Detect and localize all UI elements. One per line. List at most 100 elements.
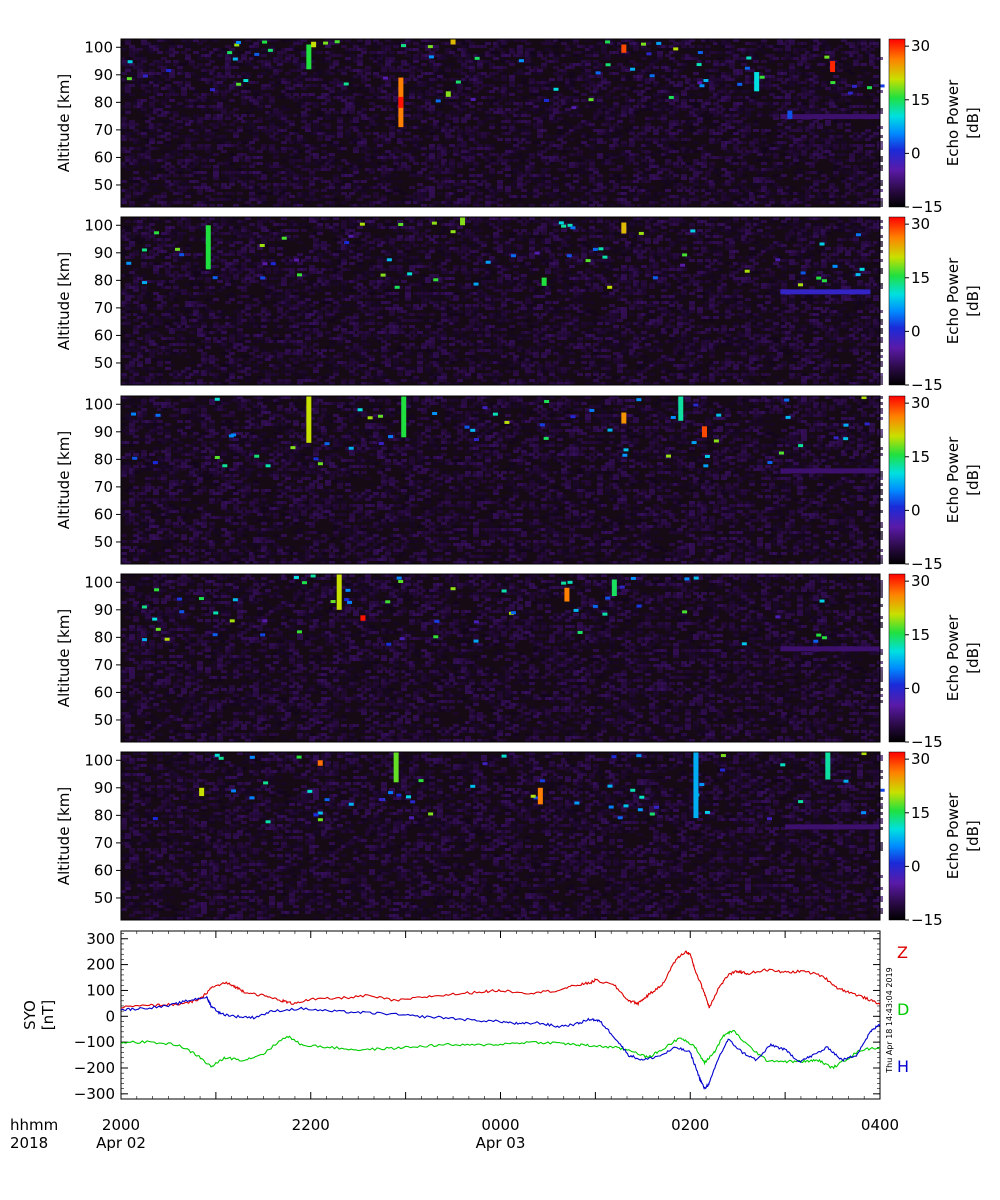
echo-speck xyxy=(281,236,287,240)
echo-speck xyxy=(821,279,827,283)
echo-column xyxy=(401,396,407,438)
echo-panel-1: 50 60 70 80 90 100 Altitude [km] 30 15 0 −15 Echo P… xyxy=(55,37,982,216)
echo-speck xyxy=(177,597,183,601)
echo-speck xyxy=(608,805,614,809)
echo-speck xyxy=(270,262,276,266)
echo-speck xyxy=(324,798,330,802)
echo-speck xyxy=(166,69,172,73)
echo-layer xyxy=(780,646,880,652)
altitude-axis-label: Altitude [km] xyxy=(55,609,73,707)
echo-speck xyxy=(141,248,147,252)
echo-speck xyxy=(567,223,573,227)
echo-column xyxy=(317,760,323,766)
echo-speck xyxy=(697,51,703,55)
echo-speck xyxy=(243,79,249,83)
colorbar-tick-label: −15 xyxy=(911,555,943,573)
echo-speck xyxy=(696,63,702,67)
echo-speck xyxy=(577,630,583,634)
colorbar-tick-label: 0 xyxy=(911,679,921,697)
echo-speck xyxy=(433,635,439,639)
mag-y-tick-label: 300 xyxy=(86,930,115,948)
echo-speck xyxy=(396,793,402,797)
y-tick-label: 80 xyxy=(94,271,113,289)
echo-speck xyxy=(693,403,699,407)
echo-speck xyxy=(388,791,394,795)
echo-column xyxy=(621,412,627,424)
echo-speck xyxy=(851,84,857,88)
echo-speck xyxy=(152,461,158,465)
y-tick-label: 60 xyxy=(94,861,113,879)
time-tick-label: 0400 xyxy=(861,1116,899,1134)
echo-speck xyxy=(431,221,437,225)
echo-speck xyxy=(574,801,580,805)
echo-column xyxy=(306,396,312,443)
mag-y-tick-label: 200 xyxy=(86,956,115,974)
echo-speck xyxy=(254,454,260,458)
echo-speck xyxy=(432,412,438,416)
echo-speck xyxy=(571,106,577,110)
colorbar-tick-label: 30 xyxy=(911,750,930,768)
echo-speck xyxy=(703,78,709,82)
echo-speck xyxy=(588,98,594,102)
noise-speckle xyxy=(121,217,883,385)
y-tick-label: 60 xyxy=(94,683,113,701)
colorbar-tick-label: −15 xyxy=(911,733,943,751)
echo-speck xyxy=(398,579,404,583)
y-tick-label: 70 xyxy=(94,656,113,674)
echo-speck xyxy=(867,86,873,90)
echo-speck xyxy=(619,585,625,589)
echo-speck xyxy=(301,581,307,585)
echo-panel-4: 50 60 70 80 90 100 Altitude [km] 30 15 0 −15 Echo P… xyxy=(55,572,982,751)
echo-speck xyxy=(617,816,623,820)
echo-speck xyxy=(428,812,434,816)
echo-speck xyxy=(682,253,688,257)
echo-layer xyxy=(780,289,871,295)
echo-speck xyxy=(780,763,786,767)
colorbar-label: Echo Power xyxy=(944,614,962,701)
echo-column xyxy=(445,91,451,97)
echo-speck xyxy=(179,253,185,257)
echo-speck xyxy=(879,84,885,88)
echo-speck xyxy=(605,63,611,67)
colorbar-tick-label: 30 xyxy=(911,215,930,233)
echo-speck xyxy=(553,87,559,91)
echo-speck xyxy=(737,82,743,86)
noise-speckle xyxy=(121,752,883,920)
echo-speck xyxy=(213,611,219,615)
colorbar-tick-label: −15 xyxy=(911,376,943,394)
echo-speck xyxy=(324,442,330,446)
echo-speck xyxy=(543,436,549,440)
echo-speck xyxy=(317,818,323,822)
y-tick-label: 90 xyxy=(94,423,113,441)
y-tick-label: 50 xyxy=(94,176,113,194)
echo-column xyxy=(311,41,317,48)
echo-speck xyxy=(654,805,660,809)
echo-speck xyxy=(359,222,365,226)
y-tick-label: 70 xyxy=(94,121,113,139)
echo-speck xyxy=(209,88,215,92)
echo-speck xyxy=(630,576,636,580)
colorbar-gradient xyxy=(888,38,906,208)
echo-column xyxy=(787,110,793,119)
echo-speck xyxy=(501,589,507,593)
echo-speck xyxy=(656,41,662,45)
colorbar-tick-label: 15 xyxy=(911,269,930,287)
echo-speck xyxy=(699,783,705,787)
echo-speck xyxy=(630,788,636,792)
echo-speck xyxy=(630,67,636,71)
echo-speck xyxy=(330,600,336,604)
echo-speck xyxy=(343,82,349,86)
echo-speck xyxy=(348,802,354,806)
echo-speck xyxy=(585,259,591,263)
echo-speck xyxy=(357,408,363,412)
echo-speck xyxy=(396,576,402,580)
echo-column xyxy=(360,615,366,621)
y-tick-label: 60 xyxy=(94,148,113,166)
echo-speck xyxy=(666,454,672,458)
echo-speck xyxy=(567,580,573,584)
colorbar-units: [dB] xyxy=(964,285,982,317)
echo-speck xyxy=(566,254,572,258)
echo-speck xyxy=(530,794,536,798)
